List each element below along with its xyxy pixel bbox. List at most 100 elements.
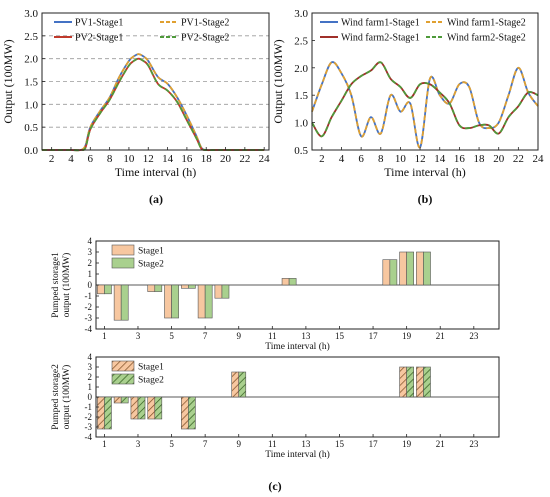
legend-label: Wind farm2-Stage1 xyxy=(341,33,420,44)
panel-a: 2 4 6 8 10 12 14 16 18 20 22 240.00.51.01.52.02.53.… xyxy=(1,8,270,179)
y-tick-label: 0 xyxy=(88,392,93,402)
bar-stage1-t4 xyxy=(147,284,156,292)
bar-stage1-t20 xyxy=(416,366,424,398)
y-axis-label: Output (100MW) xyxy=(271,39,285,123)
bar-stage1-t20 xyxy=(416,251,424,286)
x-axis-label: Time interval (h) xyxy=(115,165,197,179)
x-tick-label: 20 xyxy=(220,153,232,165)
y-tick-label: 0.0 xyxy=(24,145,38,157)
x-tick-label: 13 xyxy=(301,439,311,449)
bar-stage2-t1 xyxy=(104,284,112,295)
bar-stage1-t1 xyxy=(97,396,105,430)
y-tick-label: 1 xyxy=(88,382,93,392)
y-tick-label: -2 xyxy=(85,412,93,422)
y-tick-label: -3 xyxy=(85,313,93,323)
x-tick-label: 11 xyxy=(268,439,277,449)
y-tick-label: -4 xyxy=(85,432,93,442)
x-tick-label: 6 xyxy=(358,153,364,165)
legend-label: Stage1 xyxy=(138,247,164,257)
bar-stage2-t8 xyxy=(221,284,230,299)
series-line-wind-farm1-stage1 xyxy=(311,61,539,149)
x-tick-label: 17 xyxy=(369,331,379,341)
series-line-wind-farm1-stage2 xyxy=(311,61,539,149)
y-axis-label-line1: Pumped storage1 xyxy=(51,252,61,318)
x-tick-label: 15 xyxy=(335,439,345,449)
bar-stage2-t4 xyxy=(154,284,163,292)
x-tick-label: 2 xyxy=(319,153,325,165)
y-tick-label: 0.5 xyxy=(24,122,38,134)
legend-swatch xyxy=(111,244,135,256)
x-tick-label: 12 xyxy=(415,153,426,165)
y-axis-label-line1: Pumped storage2 xyxy=(51,364,61,430)
bar-stage1-t6 xyxy=(181,396,189,430)
x-tick-label: 10 xyxy=(395,153,407,165)
y-axis-label: Output (100MW) xyxy=(1,39,15,123)
x-tick-label: 5 xyxy=(169,439,174,449)
bar-stage1-t19 xyxy=(399,366,407,398)
x-tick-label: 19 xyxy=(402,331,412,341)
bar-stage2-t7 xyxy=(204,284,213,319)
y-tick-label: -2 xyxy=(85,302,93,312)
x-tick-label: 15 xyxy=(335,331,345,341)
x-tick-label: 10 xyxy=(123,153,135,165)
x-axis-label: Time interval (h) xyxy=(265,341,330,352)
y-tick-label: 1.5 xyxy=(24,77,38,89)
x-tick-label: 1 xyxy=(102,331,107,341)
bar-stage2-t20 xyxy=(423,366,431,398)
caption-c: (c) xyxy=(268,479,281,493)
legend-label: Wind farm1-Stage2 xyxy=(447,18,526,29)
bar-stage1-t12 xyxy=(281,278,290,286)
x-tick-label: 9 xyxy=(236,439,241,449)
legend-label: Wind farm1-Stage1 xyxy=(341,18,420,29)
y-tick-label: 2 xyxy=(88,372,93,382)
series-line-wind-farm2-stage2 xyxy=(311,61,539,138)
caption-b: (b) xyxy=(418,192,433,206)
series-line-pv2-stage1 xyxy=(41,57,265,152)
x-tick-label: 3 xyxy=(136,439,141,449)
bar-stage2-t6 xyxy=(188,396,196,430)
x-axis-label: Time interval (h) xyxy=(265,449,330,460)
x-tick-label: 18 xyxy=(474,153,486,165)
x-tick-label: 2 xyxy=(49,153,55,165)
x-tick-label: 16 xyxy=(454,153,466,165)
y-axis-label-line2: output (100MW) xyxy=(61,365,72,430)
x-tick-label: 8 xyxy=(378,153,384,165)
y-tick-label: 2.5 xyxy=(24,31,38,43)
bar-stage2-t5 xyxy=(171,284,179,319)
bar-stage2-t18 xyxy=(389,259,398,286)
x-tick-label: 22 xyxy=(513,153,524,165)
bar-stage2-t20 xyxy=(423,251,431,286)
legend-label: Stage2 xyxy=(138,376,164,386)
series-line-wind-farm2-stage1 xyxy=(311,61,539,138)
bar-stage1-t8 xyxy=(214,284,223,299)
bar-stage1-t2 xyxy=(113,284,122,321)
y-tick-label: 4 xyxy=(88,236,93,246)
bar-stage2-t4 xyxy=(154,396,163,420)
x-tick-label: 1 xyxy=(102,439,107,449)
y-tick-label: 0.5 xyxy=(294,145,308,157)
x-tick-label: 13 xyxy=(301,331,311,341)
x-tick-label: 5 xyxy=(169,331,174,341)
y-axis-label-line2: output (100MW) xyxy=(61,253,72,318)
bar-stage1-t19 xyxy=(399,251,407,286)
y-tick-label: 3 xyxy=(88,362,93,372)
y-tick-label: -4 xyxy=(85,324,93,334)
x-tick-label: 18 xyxy=(201,153,213,165)
legend-label: Stage2 xyxy=(138,260,164,270)
x-tick-label: 21 xyxy=(436,331,445,341)
y-tick-label: 1.0 xyxy=(24,99,38,111)
x-tick-label: 23 xyxy=(469,439,479,449)
y-tick-label: 3 xyxy=(88,247,93,257)
y-tick-label: 2 xyxy=(88,258,93,268)
y-tick-label: 2.0 xyxy=(24,54,38,66)
legend-swatch xyxy=(111,360,135,372)
x-tick-label: 23 xyxy=(469,331,479,341)
y-tick-label: 2.0 xyxy=(294,63,308,75)
x-tick-label: 6 xyxy=(88,153,94,165)
legend-label: PV1-Stage2 xyxy=(181,18,229,29)
bar-stage2-t3 xyxy=(137,396,146,420)
x-tick-label: 14 xyxy=(434,153,446,165)
bar-stage1-t18 xyxy=(382,259,391,286)
